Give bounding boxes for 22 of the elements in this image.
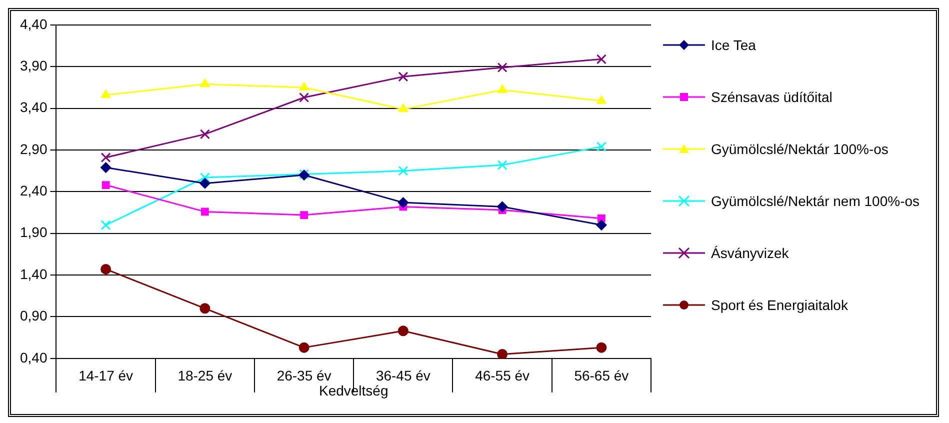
- y-tick-label: 3,90: [20, 58, 48, 74]
- y-tick-label: 2,40: [20, 182, 48, 199]
- x-tick-label: 18-25 év: [178, 368, 232, 384]
- x-tick-label: 46-55 év: [475, 368, 530, 384]
- y-tick-label: 3,40: [20, 99, 48, 116]
- y-tick-label: 4,40: [20, 16, 48, 32]
- y-tick-label: 0,40: [20, 349, 48, 366]
- x-tick-label: 26-35 év: [276, 368, 332, 384]
- legend-label: Ásványvizek: [711, 245, 789, 262]
- legend-label: Gyümölcslé/Nektár nem 100%-os: [711, 193, 920, 210]
- legend-label: Sport és Energiaitalok: [711, 297, 848, 314]
- y-tick-label: 0,90: [20, 308, 48, 324]
- y-tick-label: 1,90: [20, 224, 48, 240]
- x-axis-title: Kedveltség: [318, 382, 388, 398]
- legend-label: Gyümölcslé/Nektár 100%-os: [711, 141, 888, 158]
- x-tick-label: 14-17 év: [78, 368, 134, 384]
- y-tick-label: 1,40: [20, 266, 48, 282]
- y-tick-label: 2,90: [20, 140, 48, 157]
- x-tick-label: 36-45 év: [376, 368, 430, 384]
- legend-label: Ice Tea: [711, 37, 756, 54]
- legend-label: Szénsavas üdítőital: [711, 89, 832, 106]
- x-tick-label: 56-65 év: [574, 368, 629, 384]
